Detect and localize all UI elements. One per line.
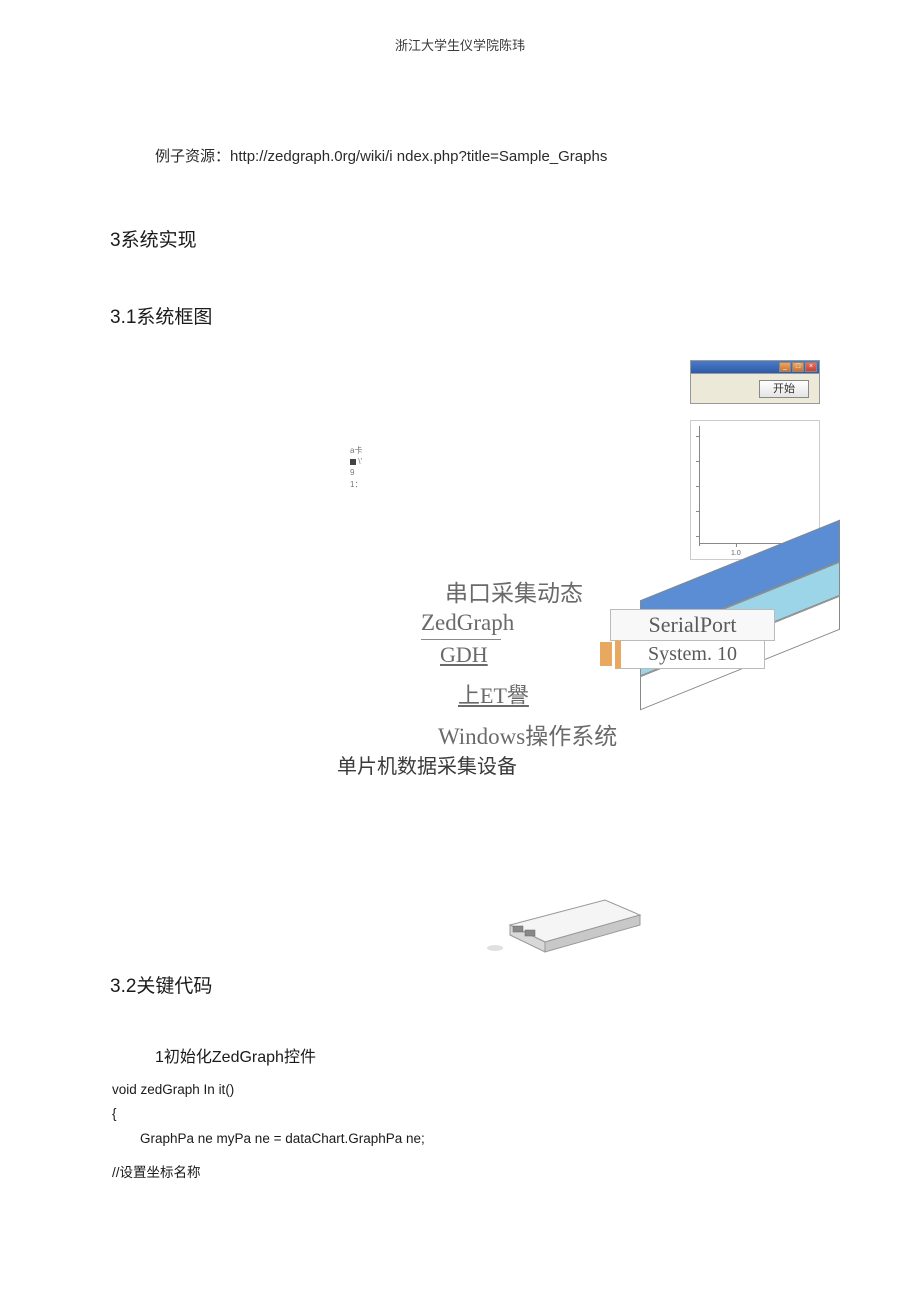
minimize-icon[interactable]: _ <box>779 362 791 372</box>
underline <box>421 639 501 640</box>
system-diagram: _ □ × 开始 1.0 1.2 a卡 \' 9 1： 串口采集动态 ZedGr… <box>320 360 820 780</box>
y-tick <box>696 436 700 437</box>
maximize-icon[interactable]: □ <box>792 362 804 372</box>
tiny-label: 1： <box>350 479 362 490</box>
orange-bar-icon <box>600 642 612 666</box>
label-serial-collect: 串口采集动态 <box>445 574 583 608</box>
x-label: 1.0 <box>731 550 741 557</box>
label-zedgraph: ZedGraph <box>421 610 514 636</box>
tiny-label: a卡 <box>350 445 362 456</box>
label-serialport: SerialPort <box>610 609 775 641</box>
legend-square-icon <box>350 459 356 465</box>
label-gdh: GDH <box>440 642 488 668</box>
x-tick <box>736 543 737 547</box>
window-controls: _ □ × <box>779 362 817 372</box>
resource-url: http://zedgraph.0rg/wiki/i ndex.php?titl… <box>230 148 607 165</box>
y-tick <box>696 486 700 487</box>
device-illustration <box>485 880 650 955</box>
subheading-init: 1初始化ZedGraph控件 <box>155 1043 316 1067</box>
code-line: void zedGraph In it() <box>112 1078 425 1102</box>
code-block: void zedGraph In it() { GraphPa ne myPa … <box>112 1078 425 1185</box>
y-tick <box>696 461 700 462</box>
tiny-label: \' <box>350 456 362 467</box>
y-tick <box>696 536 700 537</box>
close-icon[interactable]: × <box>805 362 817 372</box>
label-systemio: System. 10 <box>615 640 765 669</box>
device-icon <box>485 880 650 955</box>
heading-key-code: 3.2关键代码 <box>110 971 212 998</box>
y-tick <box>696 511 700 512</box>
label-et: 上ET譽 <box>458 678 529 710</box>
resource-prefix: 例子资源： <box>155 148 230 165</box>
label-mcu: 单片机数据采集设备 <box>337 750 517 779</box>
tiny-label: 9 <box>350 467 362 478</box>
resource-line: 例子资源：http://zedgraph.0rg/wiki/i ndex.php… <box>155 145 607 166</box>
tiny-legend: a卡 \' 9 1： <box>350 445 362 490</box>
code-line: GraphPa ne myPa ne = dataChart.GraphPa n… <box>112 1127 425 1151</box>
heading-system-implementation: 3系统实现 <box>110 225 197 252</box>
page-header: 浙江大学生仪学院陈玮 <box>0 0 920 54</box>
window-body: 开始 <box>690 374 820 404</box>
window-titlebar: _ □ × <box>690 360 820 374</box>
code-line: { <box>112 1102 425 1126</box>
heading-system-diagram: 3.1系统框图 <box>110 302 212 329</box>
code-line: //设置坐标名称 <box>112 1161 425 1185</box>
label-windows: Windows操作系统 <box>438 717 617 751</box>
start-button[interactable]: 开始 <box>759 380 809 398</box>
